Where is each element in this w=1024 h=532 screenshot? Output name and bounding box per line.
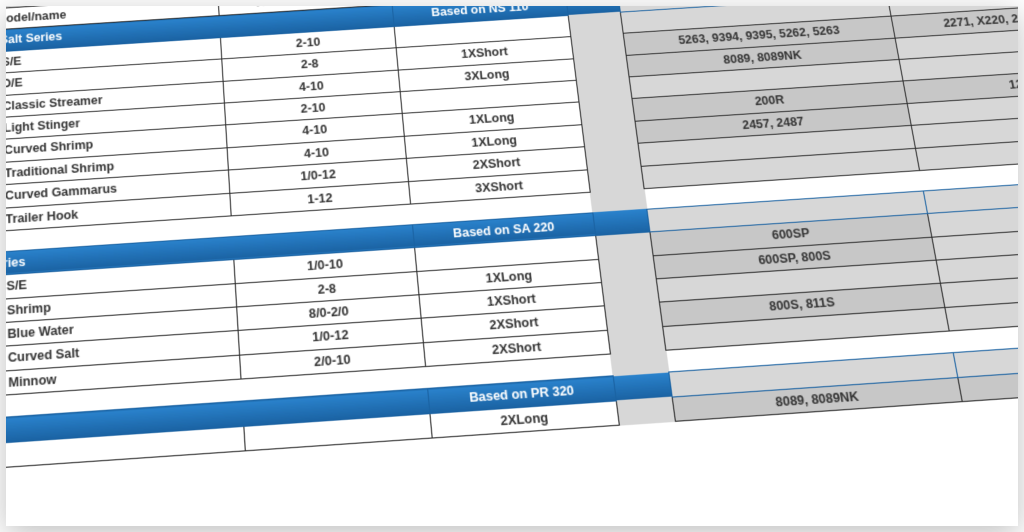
comparison-table: Ahrex model/name Ahrex size range Length… <box>6 6 1018 472</box>
